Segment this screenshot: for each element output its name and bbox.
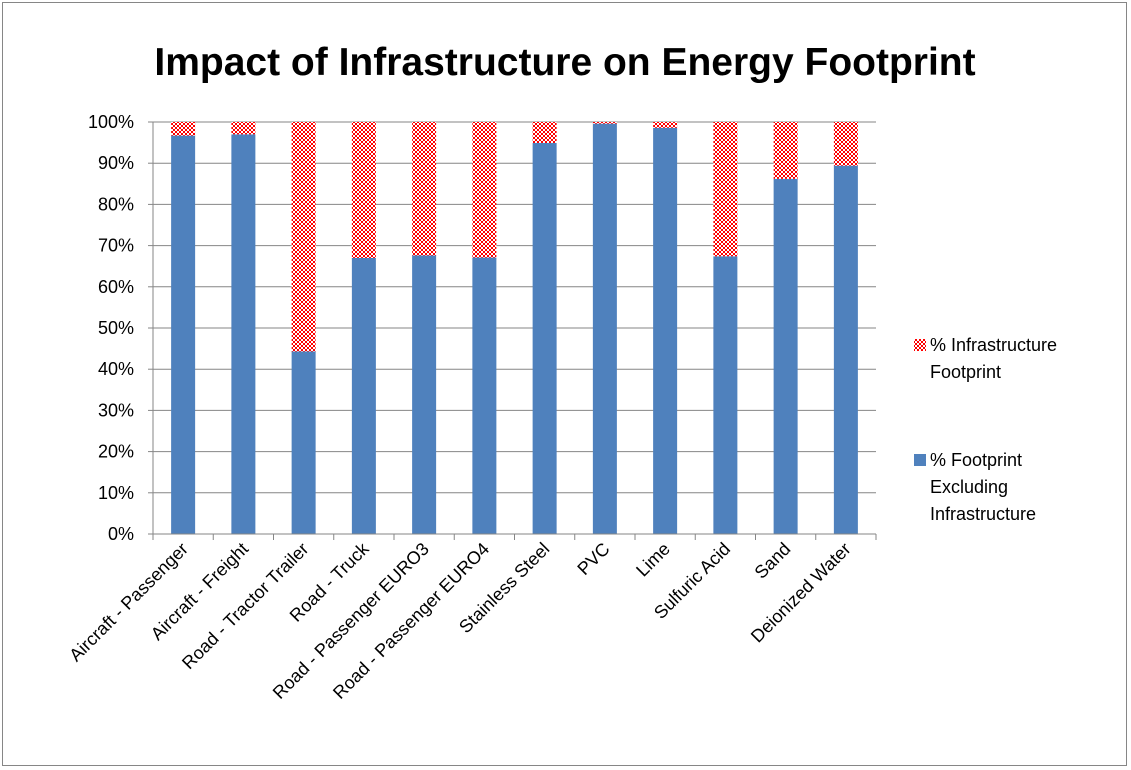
bar-footprint-excluding-infrastructure	[231, 134, 256, 535]
legend-label: Excluding	[930, 477, 1008, 497]
legend-label: Footprint	[930, 362, 1001, 382]
legend-label: % Footprint	[930, 450, 1022, 470]
bar-infrastructure-footprint	[833, 122, 858, 166]
y-tick-label: 30%	[98, 400, 134, 420]
legend-swatch-infrastructure	[914, 339, 926, 351]
bars	[171, 122, 858, 535]
bar-footprint-excluding-infrastructure	[472, 257, 497, 534]
y-tick-label: 50%	[98, 318, 134, 338]
x-tick-label: Aircraft - Passenger	[65, 539, 192, 666]
bar-footprint-excluding-infrastructure	[833, 165, 858, 534]
bar-infrastructure-footprint	[291, 122, 316, 352]
bar-footprint-excluding-infrastructure	[713, 256, 738, 534]
y-tick-label: 80%	[98, 194, 134, 214]
bar-footprint-excluding-infrastructure	[291, 351, 316, 534]
bar-infrastructure-footprint	[412, 122, 437, 256]
bar-infrastructure-footprint	[773, 122, 798, 179]
bar-infrastructure-footprint	[472, 122, 497, 258]
chart-title: Impact of Infrastructure on Energy Footp…	[154, 41, 975, 84]
y-tick-label: 0%	[108, 524, 134, 544]
bar-infrastructure-footprint	[653, 122, 678, 128]
bar-footprint-excluding-infrastructure	[532, 143, 557, 534]
legend: % Infrastructure Footprint % Footprint Excl…	[914, 335, 1057, 524]
y-tick-label: 60%	[98, 277, 134, 297]
legend-label: % Infrastructure	[930, 335, 1057, 355]
bar-infrastructure-footprint	[231, 122, 256, 135]
y-tick-label: 40%	[98, 359, 134, 379]
legend-label: Infrastructure	[930, 504, 1036, 524]
bar-infrastructure-footprint	[351, 122, 376, 258]
gridlines	[153, 121, 876, 494]
y-axis-ticks: 0% 10% 20% 30% 40% 50% 60% 70% 80% 90% 100%	[88, 112, 134, 544]
bar-footprint-excluding-infrastructure	[592, 123, 617, 534]
bar-footprint-excluding-infrastructure	[412, 255, 437, 534]
bar-footprint-excluding-infrastructure	[653, 127, 678, 534]
x-tick-label: Lime	[632, 539, 674, 581]
y-tick-label: 10%	[98, 483, 134, 503]
bar-infrastructure-footprint	[713, 122, 738, 257]
legend-swatch-excluding-infrastructure	[914, 454, 926, 466]
x-tick-label: PVC	[573, 539, 613, 579]
x-tick-label: Sand	[751, 539, 795, 583]
bar-infrastructure-footprint	[171, 122, 196, 136]
y-tick-label: 100%	[88, 112, 134, 132]
y-tick-label: 70%	[98, 236, 134, 256]
bar-infrastructure-footprint	[532, 122, 557, 144]
bar-infrastructure-footprint	[592, 122, 617, 124]
y-tick-label: 90%	[98, 153, 134, 173]
chart-svg: Impact of Infrastructure on Energy Footp…	[65, 41, 1057, 703]
bar-footprint-excluding-infrastructure	[773, 178, 798, 534]
bar-footprint-excluding-infrastructure	[171, 135, 196, 534]
axes	[148, 121, 877, 540]
bar-footprint-excluding-infrastructure	[351, 257, 376, 534]
y-tick-label: 20%	[98, 442, 134, 462]
